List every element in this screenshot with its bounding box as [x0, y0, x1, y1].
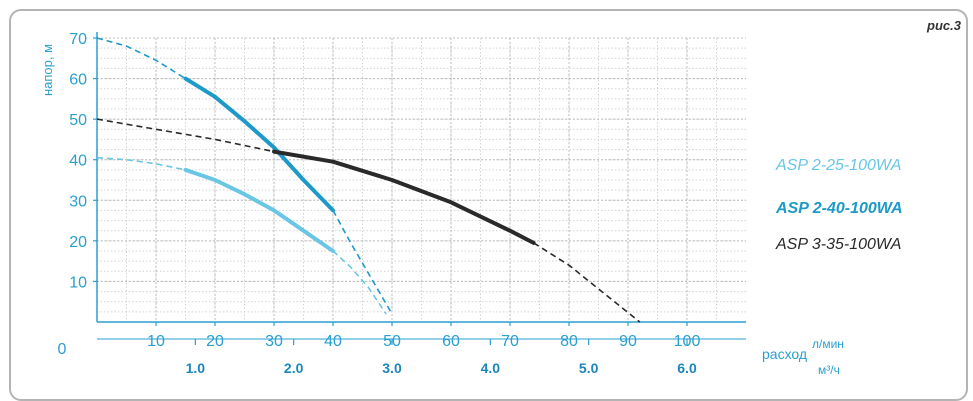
x-unit-bottom-label: м³/ч — [818, 363, 840, 377]
x-tick-label-secondary: 3.0 — [382, 360, 402, 376]
series-asp-2-25-line — [183, 167, 335, 253]
x-tick-label-secondary: 6.0 — [677, 360, 697, 376]
x-tick-label: 90 — [619, 333, 637, 350]
x-tick-label-secondary: 4.0 — [481, 360, 501, 376]
series-asp-3-35-dashed-end — [533, 242, 641, 323]
series-asp-2-40-dashed-start — [96, 37, 186, 80]
series-asp-2-40-dashed-end — [332, 210, 393, 315]
x-tick-label: 40 — [324, 333, 342, 350]
x-tick-label-secondary: 1.0 — [186, 360, 206, 376]
figure-label: рис.3 — [927, 18, 961, 33]
y-tick-label: 40 — [69, 153, 87, 170]
series-asp-3-35-line — [272, 149, 536, 245]
x-tick-label: 10 — [147, 333, 165, 350]
legend-entry-asp-3-35: ASP 3-35-100WA — [776, 236, 902, 253]
x-unit-top-label: л/мин — [812, 337, 844, 351]
x-tick-label: 70 — [501, 333, 519, 350]
x-axis-label: расход — [762, 346, 807, 362]
x-tick-label: 20 — [206, 333, 224, 350]
y-tick-label: 30 — [69, 193, 87, 210]
x-tick-label-secondary: 5.0 — [579, 360, 599, 376]
series-asp-2-40-line — [183, 76, 335, 213]
y-tick-label: 20 — [69, 234, 87, 251]
origin-label: 0 — [58, 341, 67, 358]
y-tick-label: 50 — [69, 112, 87, 129]
legend-entry-asp-2-40: ASP 2-40-100WA — [776, 200, 903, 217]
x-tick-label: 80 — [560, 333, 578, 350]
y-axis-label: напор, м — [40, 44, 55, 96]
x-tick-label: 60 — [442, 333, 460, 350]
y-tick-label: 70 — [69, 31, 87, 48]
series-asp-2-25-dashed-end — [332, 250, 387, 315]
x-tick-label: 30 — [265, 333, 283, 350]
series-asp-2-25-dashed-start — [96, 156, 186, 171]
legend-entry-asp-2-25: ASP 2-25-100WA — [776, 157, 902, 174]
x-tick-label-secondary: 2.0 — [284, 360, 304, 376]
y-tick-label: 10 — [69, 274, 87, 291]
y-tick-label: 60 — [69, 72, 87, 89]
